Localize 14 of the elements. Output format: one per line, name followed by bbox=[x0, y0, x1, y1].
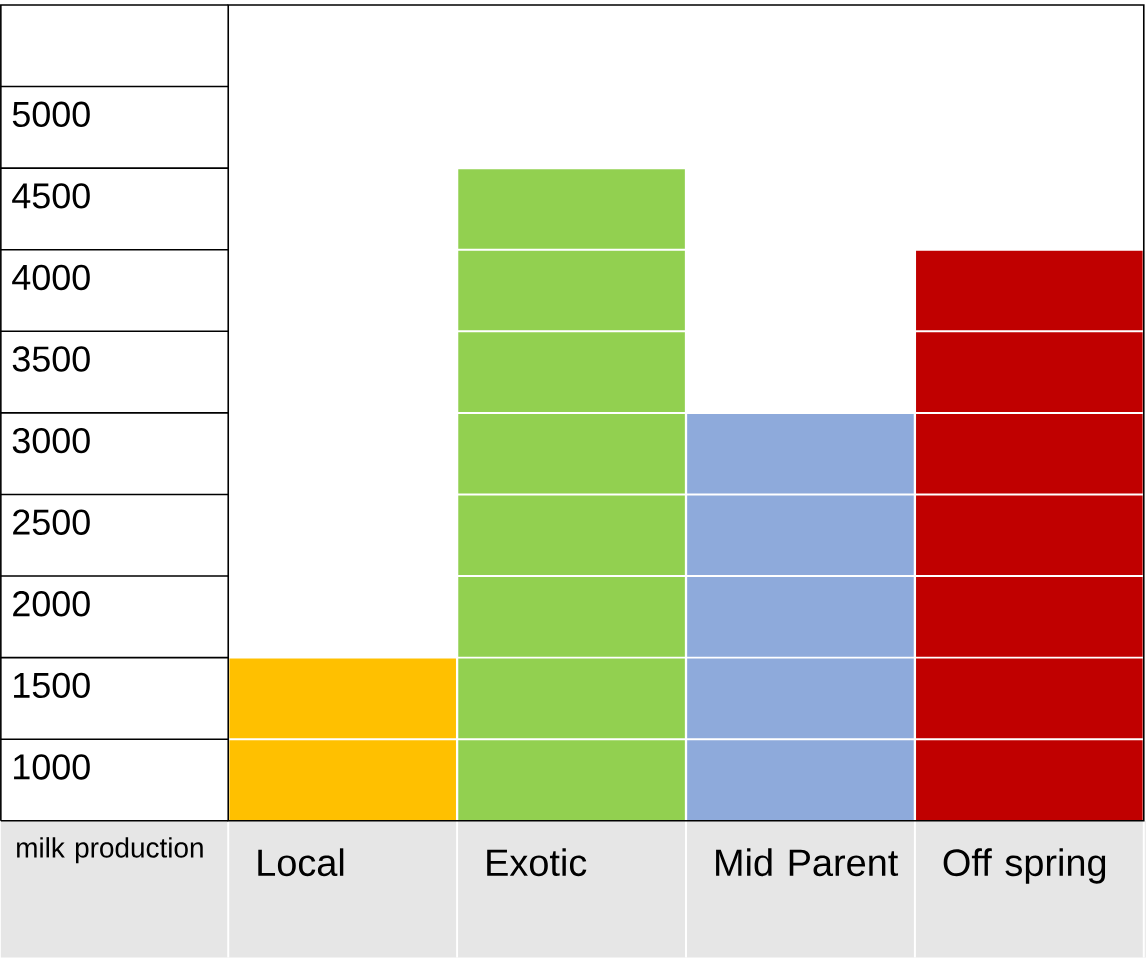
y-tick-label: 3000 bbox=[12, 427, 90, 454]
y-tick-label: 1000 bbox=[14, 754, 90, 780]
x-tick-label: Off spring bbox=[943, 848, 1106, 884]
x-tick-label: Exotic bbox=[487, 848, 587, 876]
x-axis-title: milk production bbox=[17, 836, 203, 863]
y-tick-label: 3500 bbox=[12, 346, 90, 372]
y-tick-label: 5000 bbox=[12, 101, 90, 127]
x-tick-label: Local bbox=[258, 848, 344, 876]
y-tick-label: 2000 bbox=[13, 590, 90, 617]
y-tick-label: 4000 bbox=[12, 264, 90, 290]
y-tick-label: 2500 bbox=[13, 509, 90, 535]
x-tick-label: Mid Parent bbox=[716, 848, 899, 876]
y-tick-label: 4500 bbox=[12, 182, 90, 209]
y-tick-label: 1500 bbox=[14, 672, 90, 698]
